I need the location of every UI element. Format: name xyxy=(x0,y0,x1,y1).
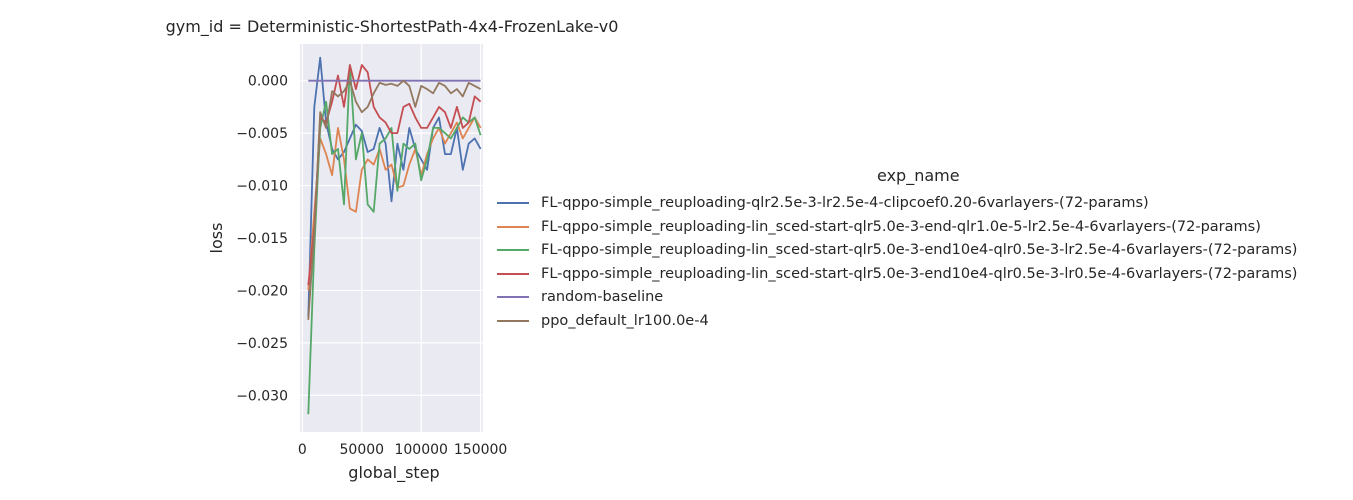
legend-swatch xyxy=(497,272,529,275)
chart-title: gym_id = Deterministic-ShortestPath-4x4-… xyxy=(166,17,619,37)
y-tick-label: −0.030 xyxy=(236,388,288,404)
legend-item-5: ppo_default_lr100.0e-4 xyxy=(497,310,709,332)
legend-swatch xyxy=(497,249,529,252)
legend-label: FL-qppo-simple_reuploading-lin_sced-star… xyxy=(541,218,1261,235)
x-tick-label: 150000 xyxy=(454,442,507,458)
series-line-5 xyxy=(307,79,482,320)
x-tick-label: 50000 xyxy=(340,442,385,458)
y-tick-label: −0.020 xyxy=(236,283,288,299)
y-tick-label: −0.010 xyxy=(236,179,288,195)
series-line-0 xyxy=(307,56,482,317)
legend-label: FL-qppo-simple_reuploading-qlr2.5e-3-lr2… xyxy=(541,195,1149,211)
legend-title: exp_name xyxy=(877,166,960,185)
series-line-1 xyxy=(307,116,482,291)
legend-item-0: FL-qppo-simple_reuploading-qlr2.5e-3-lr2… xyxy=(497,192,1149,214)
legend-swatch xyxy=(497,296,529,299)
y-axis-label: loss xyxy=(207,223,226,254)
y-tick-label: 0.000 xyxy=(248,74,288,90)
legend-item-4: random-baseline xyxy=(497,286,663,308)
legend-item-1: FL-qppo-simple_reuploading-lin_sced-star… xyxy=(497,216,1261,238)
legend-swatch xyxy=(497,225,529,228)
legend-label: ppo_default_lr100.0e-4 xyxy=(541,313,709,329)
x-tick-label: 100000 xyxy=(394,442,447,458)
grid xyxy=(300,44,483,432)
legend-item-2: FL-qppo-simple_reuploading-lin_sced-star… xyxy=(497,239,1297,261)
x-tick-label: 0 xyxy=(298,442,307,458)
y-tick-label: −0.015 xyxy=(236,231,288,247)
series-layer xyxy=(307,56,482,415)
x-axis-label: global_step xyxy=(348,463,439,483)
y-tick-label: −0.025 xyxy=(236,336,288,352)
legend-label: FL-qppo-simple_reuploading-lin_sced-star… xyxy=(541,265,1298,282)
legend-label: FL-qppo-simple_reuploading-lin_sced-star… xyxy=(541,242,1298,259)
legend-swatch xyxy=(497,202,529,204)
y-tick-label: −0.005 xyxy=(236,126,288,142)
series-line-2 xyxy=(307,64,482,415)
legend-item-3: FL-qppo-simple_reuploading-lin_sced-star… xyxy=(497,263,1297,285)
ticks: 0 50000 100000 150000 0.000 −0.005 −0.010 −0.01… xyxy=(236,74,507,458)
legend-label: random-baseline xyxy=(541,289,664,306)
legend-swatch xyxy=(497,320,529,322)
